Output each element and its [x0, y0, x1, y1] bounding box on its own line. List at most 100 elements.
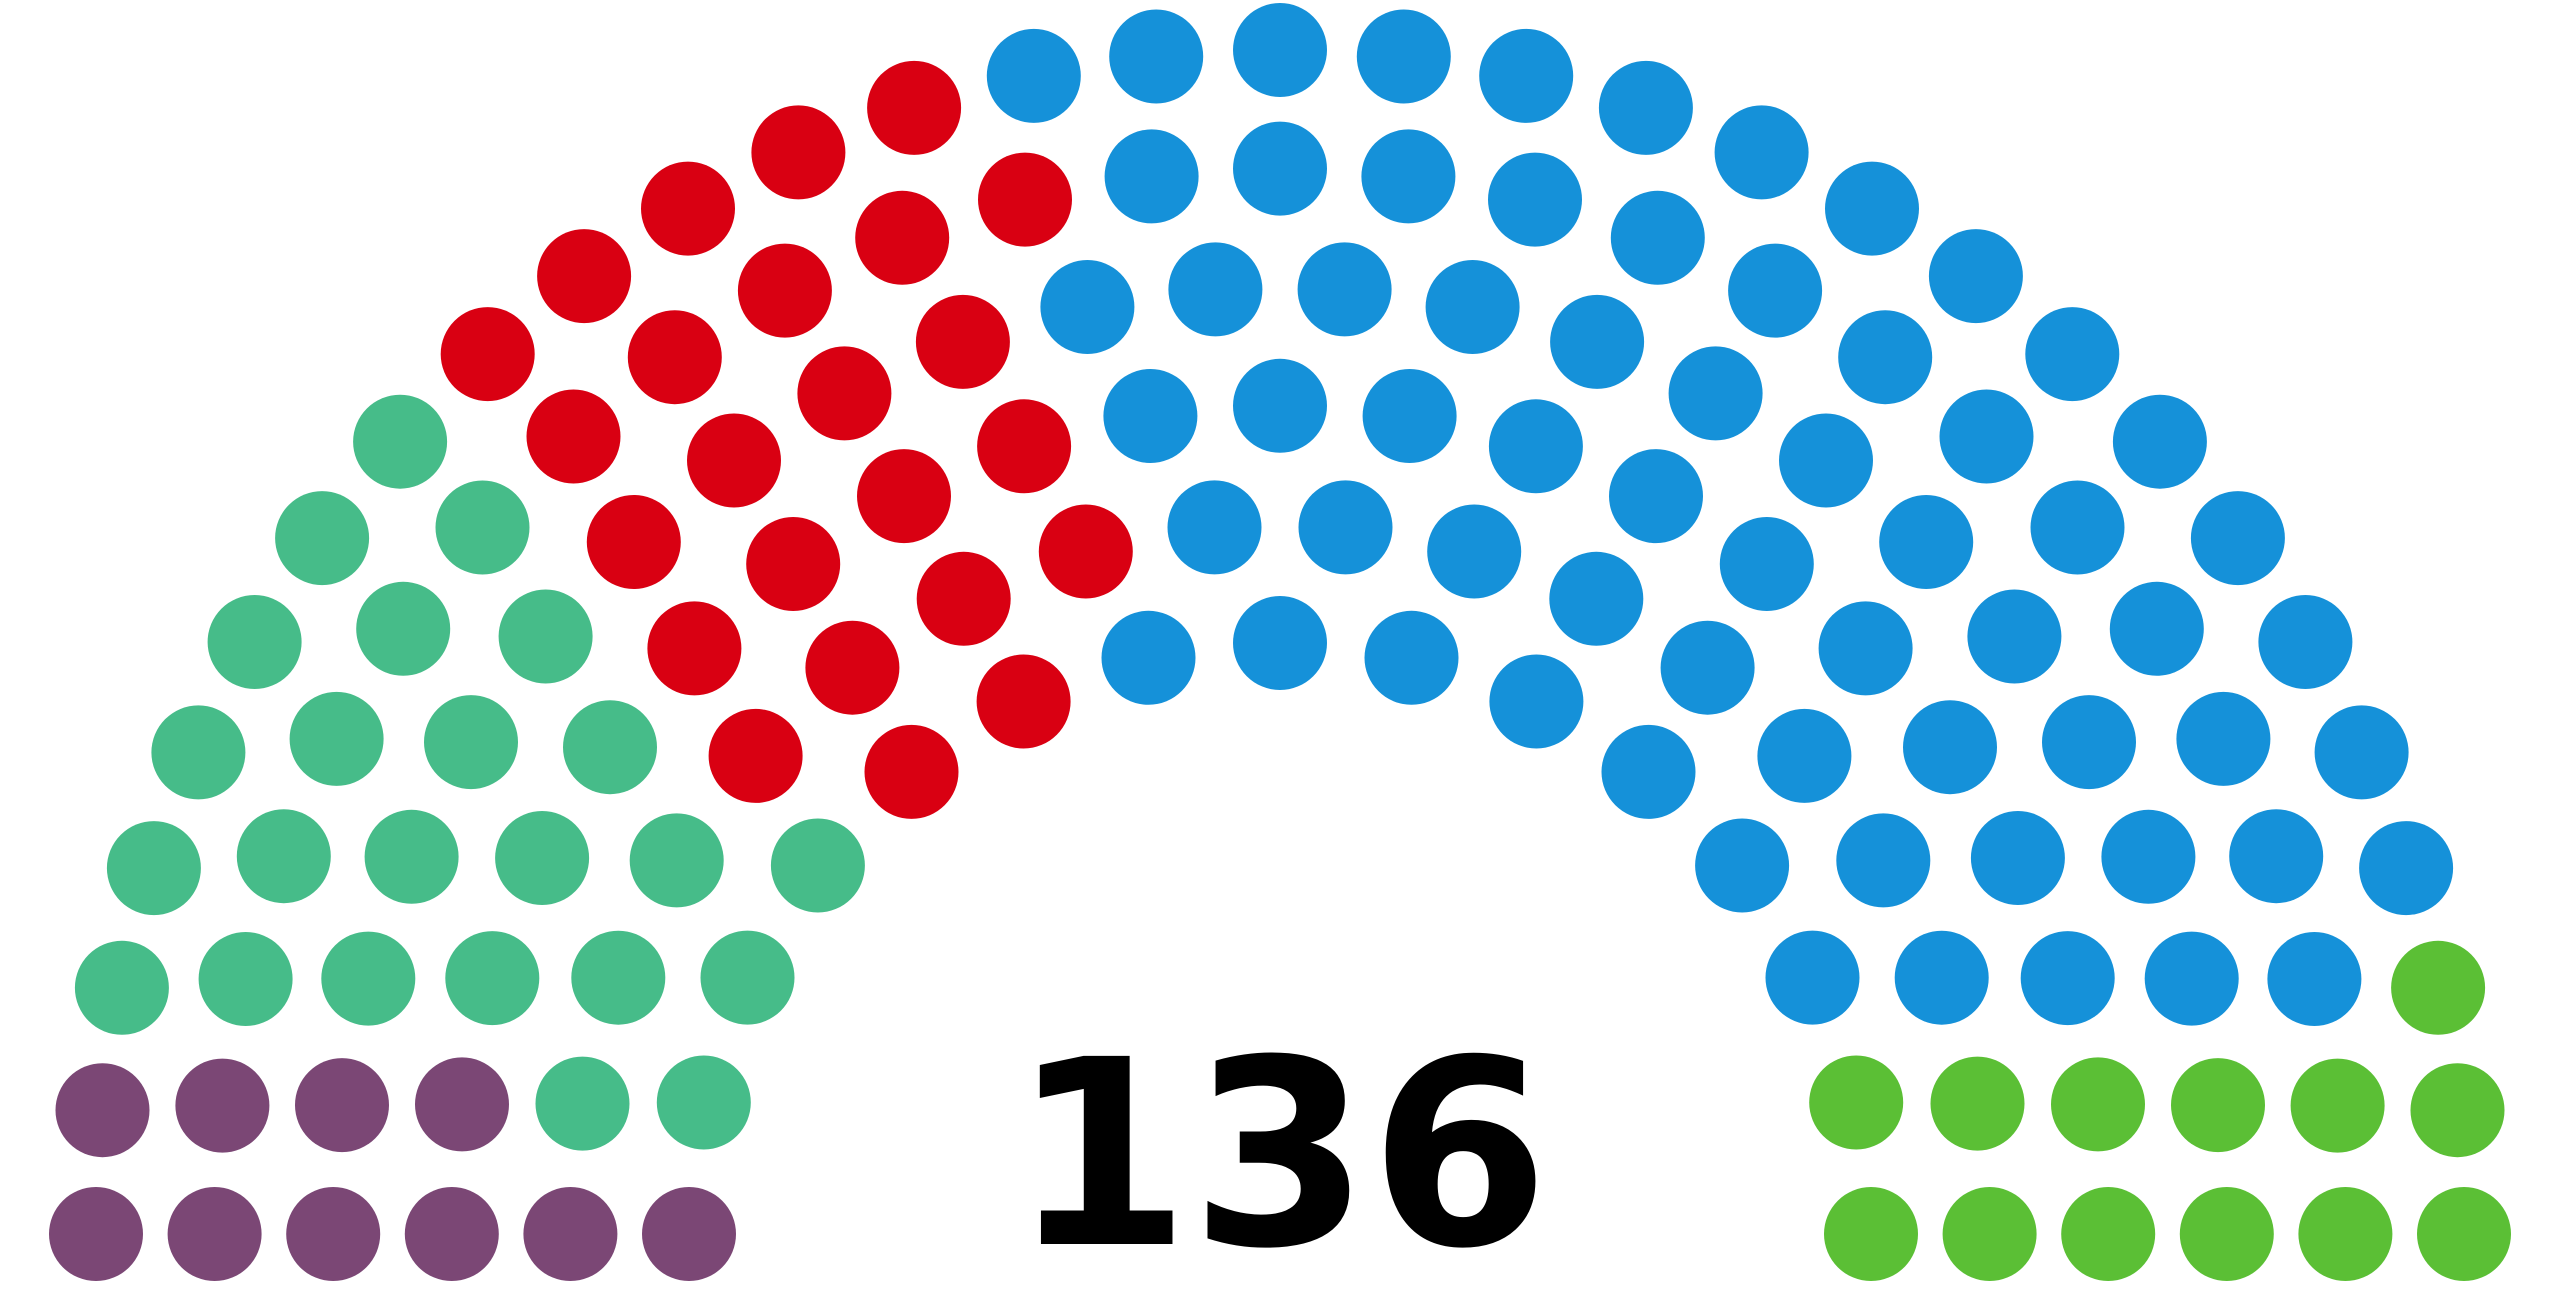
seat: [797, 346, 892, 441]
seat: [2176, 691, 2271, 786]
seat: [1930, 1056, 2025, 1151]
seat: [207, 595, 302, 689]
seat: [746, 517, 841, 611]
seat: [1356, 9, 1451, 104]
seat: [627, 310, 722, 405]
seat: [687, 413, 781, 508]
seat: [498, 589, 593, 684]
seat: [1610, 190, 1705, 285]
seat: [2179, 1187, 2274, 1281]
seat: [1167, 480, 1262, 575]
seat: [404, 1187, 499, 1281]
seat: [445, 931, 540, 1026]
seat: [2298, 1187, 2393, 1281]
seat: [1488, 152, 1582, 247]
seat: [74, 940, 169, 1035]
seat: [1488, 399, 1583, 494]
seat: [2229, 809, 2324, 904]
seat: [1479, 28, 1574, 123]
seat: [977, 399, 1072, 494]
seat: [295, 1058, 389, 1153]
seat: [1942, 1187, 2037, 1281]
seat: [440, 307, 535, 402]
seat-total: 136: [1011, 1005, 1550, 1305]
seat: [1233, 596, 1327, 690]
seat: [321, 931, 416, 1026]
seat: [2144, 931, 2239, 1026]
seat: [523, 1187, 618, 1281]
seat: [2359, 821, 2454, 916]
seat: [1825, 161, 1919, 256]
seat: [2101, 809, 2196, 904]
seat: [642, 1187, 736, 1281]
seat: [1297, 242, 1392, 337]
seat: [1779, 413, 1873, 508]
seat: [1728, 243, 1823, 338]
seat: [1601, 724, 1696, 819]
seat: [571, 930, 666, 1025]
seat: [526, 389, 621, 484]
seat: [2051, 1057, 2145, 1152]
seat: [1101, 610, 1196, 705]
seat: [2190, 491, 2285, 586]
seat: [289, 691, 384, 786]
seat: [1040, 260, 1135, 354]
seat: [198, 932, 293, 1026]
seat: [1719, 517, 1814, 611]
seat: [978, 152, 1072, 247]
seat: [353, 394, 448, 489]
seat: [2391, 940, 2486, 1035]
seat: [2410, 1063, 2505, 1158]
seat: [976, 654, 1071, 749]
seat: [1939, 389, 2034, 484]
seat: [986, 28, 1081, 123]
seat: [1818, 601, 1913, 696]
seat: [647, 601, 742, 696]
seat: [151, 705, 246, 800]
seat: [495, 811, 590, 905]
seat: [916, 551, 1011, 646]
seat: [175, 1058, 270, 1153]
seat: [751, 105, 846, 200]
seat: [49, 1187, 143, 1281]
seat: [435, 480, 530, 575]
seat: [1489, 654, 1584, 749]
seat: [641, 161, 735, 256]
seat: [1233, 3, 1327, 97]
seat: [424, 695, 518, 790]
seat: [563, 700, 657, 795]
seat: [1038, 504, 1133, 599]
seat: [1427, 504, 1522, 599]
seat: [1903, 700, 1997, 795]
seat: [700, 930, 795, 1025]
seat: [1550, 294, 1645, 389]
seat: [1660, 620, 1755, 715]
seat: [1361, 129, 1456, 224]
seat: [286, 1187, 381, 1281]
seat: [2109, 581, 2204, 676]
seat: [1425, 260, 1520, 354]
seat: [1364, 610, 1459, 705]
seat: [356, 581, 451, 676]
seat: [1836, 813, 1931, 908]
seat: [1824, 1187, 1918, 1281]
seat: [1970, 811, 2065, 905]
seat: [1103, 369, 1198, 463]
seat: [236, 809, 331, 904]
seat: [2290, 1058, 2385, 1153]
seat: [2020, 931, 2115, 1026]
seat: [535, 1056, 630, 1151]
seat: [1609, 449, 1703, 544]
seat: [867, 60, 962, 155]
seat: [1894, 930, 1989, 1025]
seat: [106, 821, 201, 916]
seat: [1757, 708, 1852, 803]
seat: [737, 243, 832, 338]
seat: [167, 1187, 262, 1281]
seat: [1362, 369, 1457, 463]
seat: [2030, 480, 2125, 575]
seat: [1298, 480, 1393, 575]
seat: [1104, 129, 1199, 224]
seat: [1879, 495, 1974, 589]
